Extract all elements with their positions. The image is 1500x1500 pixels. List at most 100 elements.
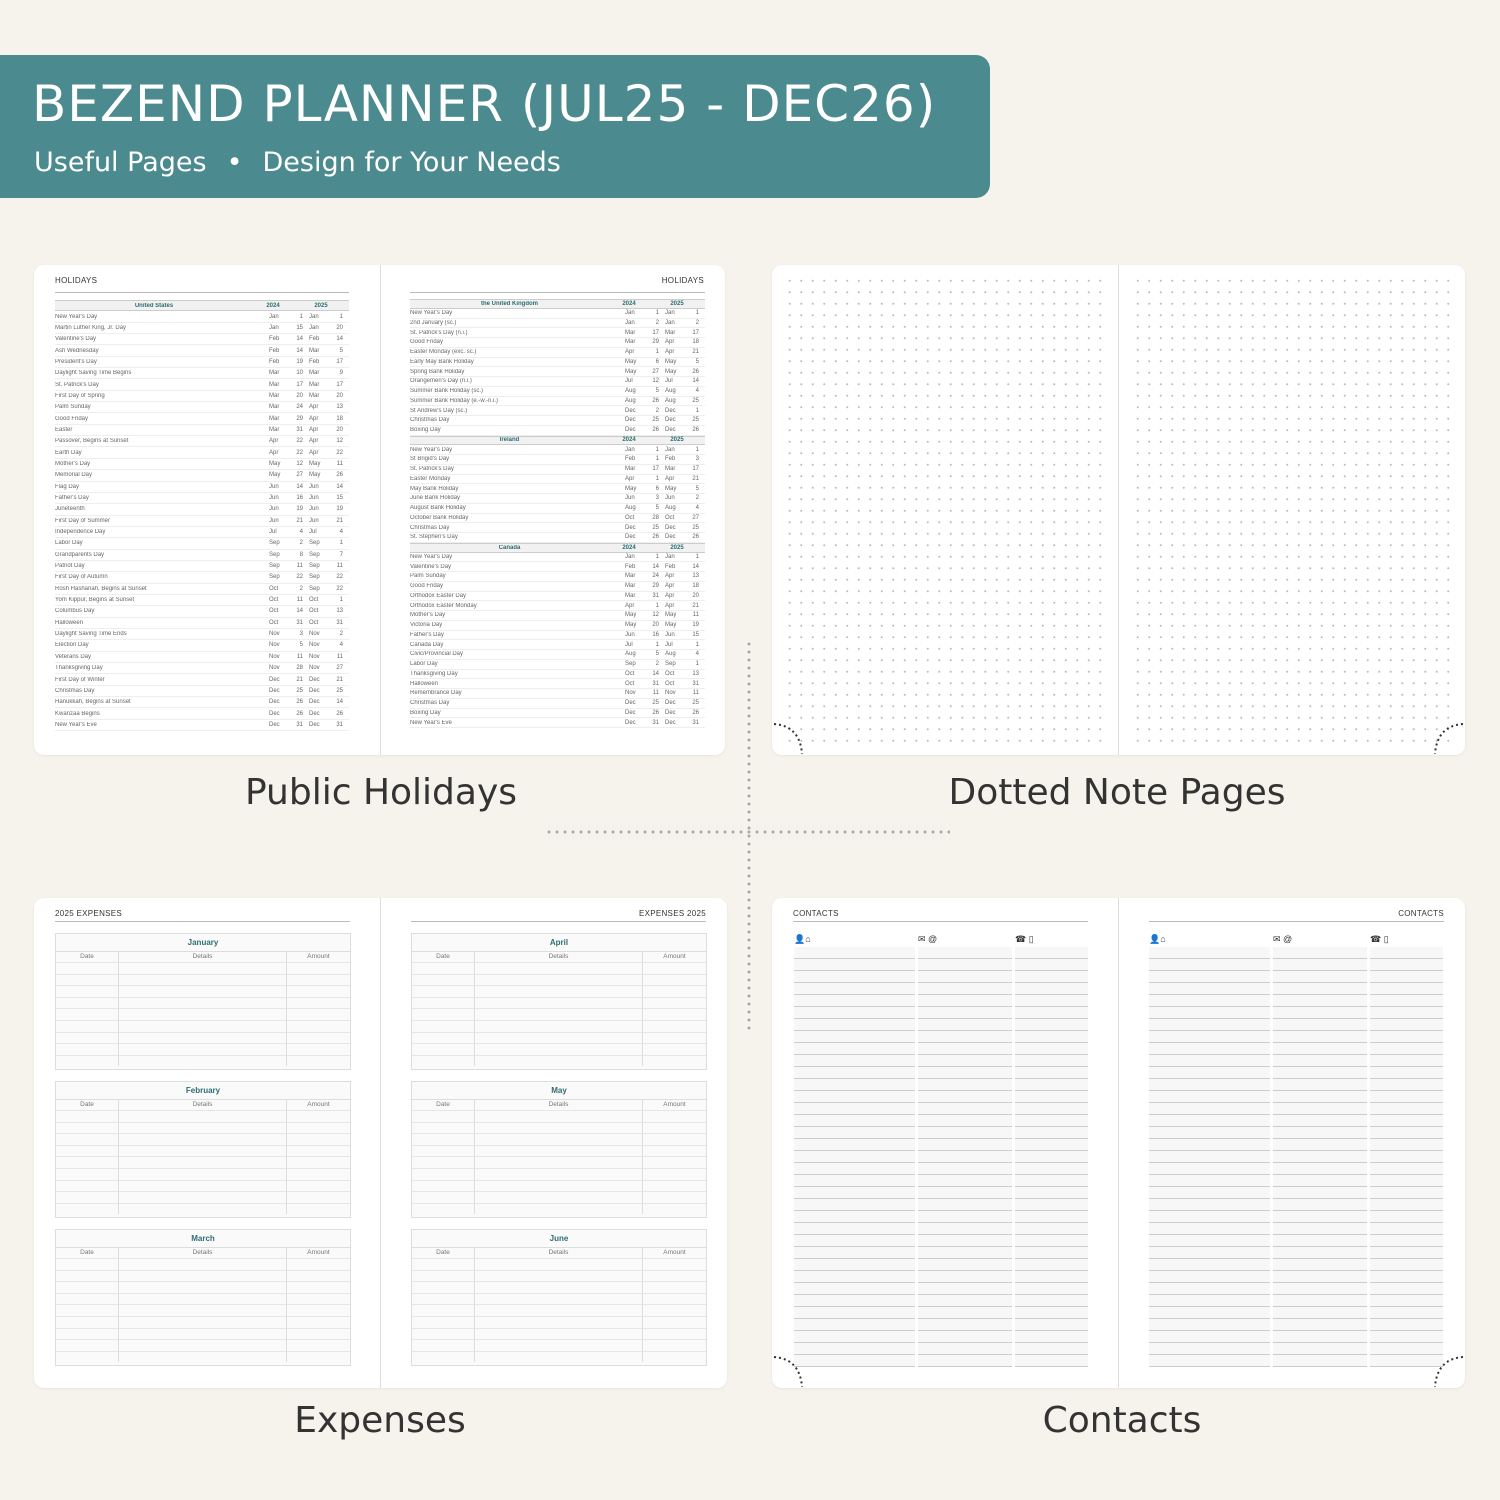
contact-line (1370, 1319, 1443, 1331)
month-2025: Dec (665, 709, 676, 716)
expense-cell (475, 986, 643, 997)
expense-row (56, 1304, 350, 1316)
year-header: 2024 (622, 437, 636, 444)
expense-row (412, 1281, 706, 1293)
subtitle-left: Useful Pages (34, 147, 207, 178)
expense-cell (475, 1145, 643, 1157)
day-2024: 17 (296, 381, 303, 388)
expense-cell (287, 986, 350, 997)
contact-line (1149, 1139, 1270, 1151)
month-2024: May (269, 460, 281, 467)
month-2024: Dec (269, 687, 280, 694)
holiday-name: Boxing Day (410, 427, 441, 434)
expense-row (412, 1019, 706, 1032)
contact-line (1370, 1247, 1443, 1259)
page-title-right: CONTACTS (1398, 909, 1444, 918)
expense-cell (119, 1259, 287, 1270)
month-2025: Jul (665, 378, 673, 385)
holiday-row: August Bank Holiday Aug 5 Aug 4 (410, 504, 705, 514)
day-2024: 1 (655, 602, 659, 609)
holiday-row: Thanksgiving Day Oct 14 Oct 13 (410, 670, 705, 680)
day-2025: 25 (692, 524, 699, 531)
expense-month-box: February Date Details Amount (55, 1081, 351, 1218)
expense-cell (475, 963, 643, 974)
expense-cell (119, 1328, 287, 1340)
contact-line (1370, 1187, 1443, 1199)
holiday-row: First Day of Summer Jun 21 Jun 21 (55, 516, 349, 527)
expense-cell (412, 1203, 475, 1215)
expense-month-box: April Date Details Amount (411, 933, 707, 1070)
day-2025: 20 (692, 592, 699, 599)
day-2024: 6 (655, 485, 659, 492)
holidays-spread: HOLIDAYS HOLIDAYS United States 2024 2025 N… (34, 265, 725, 755)
contact-line (918, 1187, 1012, 1199)
day-2025: 9 (339, 370, 343, 377)
caption-dotted-note-pages: Dotted Note Pages (948, 772, 1286, 813)
expense-cell (119, 1020, 287, 1032)
holiday-name: New Year's Eve (55, 721, 97, 728)
day-2024: 11 (296, 653, 303, 660)
day-2024: 31 (652, 680, 659, 687)
holiday-name: Labor Day (410, 661, 438, 668)
holiday-row: Easter Mar 31 Apr 20 (55, 425, 349, 437)
holiday-name: May Bank Holiday (410, 485, 459, 492)
expense-cell (56, 974, 119, 986)
holiday-row: New Year's Day Jan 1 Jan 1 (410, 445, 705, 455)
holiday-row: Memorial Day May 27 May 26 (55, 470, 349, 482)
month-2024: Mar (625, 329, 636, 336)
day-2024: 14 (296, 347, 303, 354)
expense-cell (287, 1111, 350, 1122)
holiday-name: Good Friday (410, 583, 444, 590)
expense-row (412, 1292, 706, 1305)
dot-grid-left (784, 275, 1106, 745)
day-2025: 14 (336, 699, 343, 706)
day-2024: 1 (655, 349, 659, 356)
contact-line (1370, 1043, 1443, 1055)
holiday-name: New Year's Day (410, 310, 453, 317)
expense-month-box: January Date Details Amount (55, 933, 351, 1070)
page-curl-icon (1434, 723, 1464, 755)
contact-line (1015, 1223, 1088, 1235)
day-2025: 22 (336, 585, 343, 592)
expense-cell (56, 1305, 119, 1316)
contact-line (1015, 1175, 1088, 1187)
month-2024: May (625, 485, 637, 492)
expense-cell (475, 1305, 643, 1316)
month-2024: Feb (269, 358, 280, 365)
holiday-row: New Year's Day Jan 1 Jan 1 (410, 309, 705, 319)
month-2024: Apr (269, 449, 279, 456)
day-2025: 17 (336, 381, 343, 388)
expense-row (56, 1281, 350, 1293)
month-2024: Dec (625, 700, 636, 707)
contact-line (794, 1175, 915, 1187)
expense-cell (56, 1259, 119, 1270)
day-2024: 14 (296, 483, 303, 490)
contact-line (1015, 971, 1088, 983)
holiday-row: First Day of Autumn Sep 22 Sep 22 (55, 572, 349, 584)
month-2024: Feb (625, 563, 636, 570)
contact-line (794, 1079, 915, 1091)
expense-cell (287, 1271, 350, 1282)
contact-line (1015, 1115, 1088, 1127)
holiday-row: Christmas Day Dec 25 Dec 25 (410, 523, 705, 533)
holiday-name: Thanksgiving Day (55, 665, 103, 672)
expense-cell (412, 1032, 475, 1044)
expense-cell (412, 1044, 475, 1055)
month-2024: Mar (269, 392, 280, 399)
contact-line (1015, 1043, 1088, 1055)
year-header: 2024 (622, 300, 636, 307)
day-2024: 19 (296, 506, 303, 513)
day-2025: 5 (695, 358, 699, 365)
contact-line (1149, 1295, 1270, 1307)
expense-cell (56, 1316, 119, 1328)
contact-line (794, 983, 915, 995)
contact-line (1370, 1007, 1443, 1019)
contact-line (1149, 1007, 1270, 1019)
month-2025: Mar (309, 392, 320, 399)
contact-line (1370, 1199, 1443, 1211)
day-2024: 5 (655, 388, 659, 395)
expense-cell (475, 1168, 643, 1180)
expense-row (56, 1019, 350, 1032)
expense-cell (643, 1009, 706, 1020)
holiday-name: Halloween (55, 619, 84, 626)
